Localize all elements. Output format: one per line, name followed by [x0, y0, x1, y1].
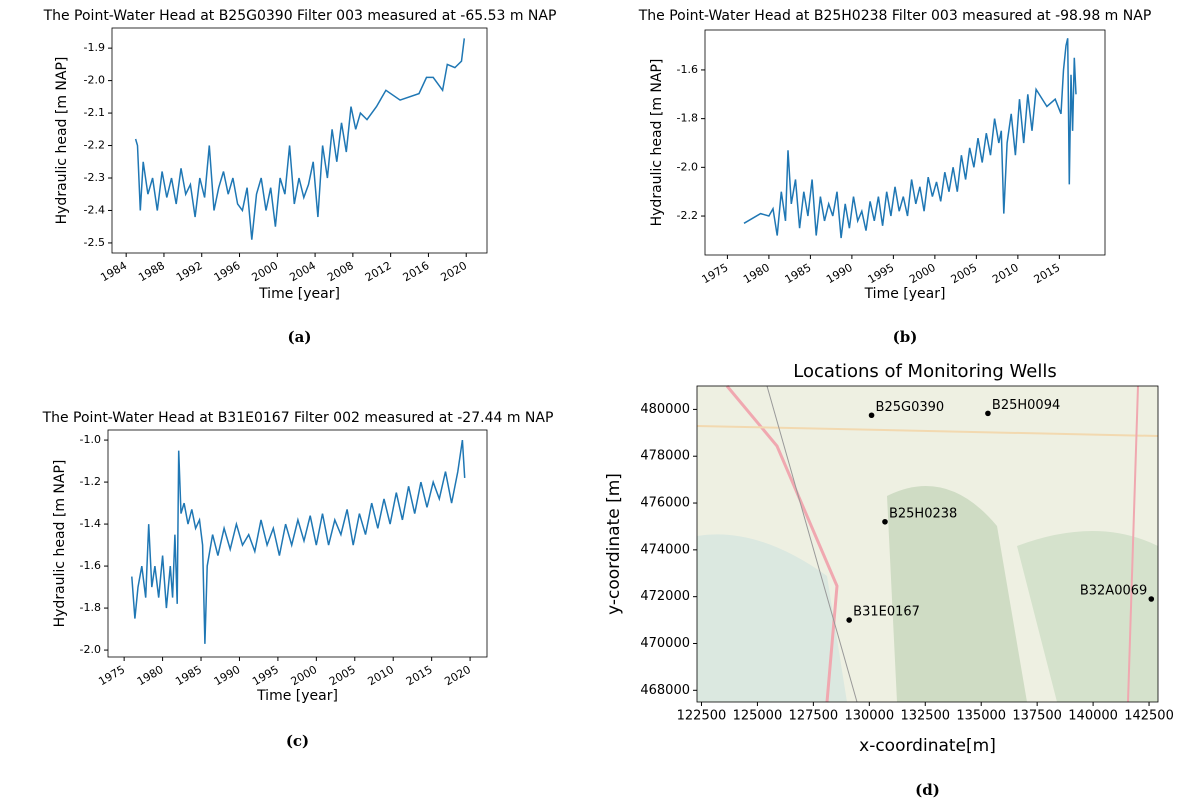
- y-tick-label: -2.0: [84, 74, 105, 87]
- x-tick-label: 2005: [949, 261, 980, 286]
- x-tick-label: 2016: [401, 259, 432, 284]
- y-tick-label: -2.0: [677, 160, 698, 173]
- x-tick-label: 130000: [844, 709, 894, 724]
- caption: (c): [286, 732, 309, 750]
- y-tick-label: -1.0: [80, 433, 101, 446]
- plot-frame: [112, 28, 487, 253]
- map-background: [697, 386, 1158, 702]
- x-tick-label: 2000: [907, 261, 938, 286]
- x-tick-label: 1995: [250, 663, 281, 688]
- x-tick-label: 2010: [365, 663, 396, 688]
- well-point: [985, 411, 991, 417]
- y-tick-label: 470000: [640, 636, 690, 651]
- x-tick-label: 2004: [287, 259, 318, 284]
- well-point: [1148, 596, 1154, 602]
- y-tick-label: -2.2: [677, 209, 698, 222]
- y-tick-label: -2.5: [84, 236, 105, 249]
- x-tick-label: 1985: [173, 663, 204, 688]
- x-axis-label: Time [year]: [864, 286, 946, 302]
- y-tick-label: -2.4: [84, 203, 105, 216]
- x-tick-label: 2020: [438, 259, 469, 284]
- x-tick-label: 1990: [212, 663, 243, 688]
- x-tick-label: 1996: [212, 259, 243, 284]
- y-axis-label: Hydraulic head [m NAP]: [649, 59, 665, 227]
- x-tick-label: 1992: [174, 259, 205, 284]
- x-tick-label: 2012: [363, 259, 394, 284]
- y-tick-label: -1.6: [80, 559, 101, 572]
- data-line: [136, 38, 465, 239]
- x-tick-label: 1995: [866, 261, 897, 286]
- x-tick-label: 1975: [700, 261, 731, 286]
- chart-title: The Point-Water Head at B31E0167 Filter …: [42, 410, 554, 426]
- y-axis-label: y-coordinate [m]: [604, 473, 624, 615]
- x-tick-label: 1985: [783, 261, 814, 286]
- well-point: [869, 412, 875, 418]
- y-axis-label: Hydraulic head [m NAP]: [52, 460, 68, 628]
- x-axis-label: Time [year]: [256, 688, 338, 704]
- x-tick-label: 2015: [1032, 261, 1063, 286]
- x-tick-label: 2005: [327, 663, 358, 688]
- x-tick-label: 2008: [325, 259, 356, 284]
- y-tick-label: -1.8: [80, 601, 101, 614]
- well-point: [846, 617, 852, 623]
- y-tick-label: 472000: [640, 589, 690, 604]
- chart-title: The Point-Water Head at B25G0390 Filter …: [43, 8, 557, 24]
- y-tick-label: -2.2: [84, 139, 105, 152]
- x-tick-label: 2000: [289, 663, 320, 688]
- x-tick-label: 127500: [789, 709, 839, 724]
- well-label: B25H0094: [992, 398, 1060, 413]
- data-line: [744, 38, 1076, 238]
- x-tick-label: 1984: [98, 259, 129, 284]
- plot-frame: [705, 30, 1105, 255]
- y-tick-label: 476000: [640, 496, 690, 511]
- y-tick-label: -1.8: [677, 112, 698, 125]
- y-tick-label: -1.2: [80, 475, 101, 488]
- x-tick-label: 1980: [135, 663, 166, 688]
- caption: (d): [915, 781, 940, 799]
- x-tick-label: 2000: [250, 259, 281, 284]
- plot-frame: [108, 430, 487, 657]
- x-axis-label: Time [year]: [258, 286, 340, 302]
- chart-title: Locations of Monitoring Wells: [793, 361, 1056, 382]
- well-label: B32A0069: [1080, 584, 1147, 599]
- x-tick-label: 2010: [990, 261, 1021, 286]
- x-tick-label: 2020: [442, 663, 473, 688]
- x-tick-label: 132500: [900, 709, 950, 724]
- x-tick-label: 1988: [136, 259, 167, 284]
- caption: (b): [893, 328, 918, 346]
- x-tick-label: 140000: [1068, 709, 1118, 724]
- caption: (a): [288, 328, 312, 346]
- x-axis-label: x-coordinate[m]: [859, 736, 996, 756]
- y-tick-label: 468000: [640, 683, 690, 698]
- x-tick-label: 1990: [824, 261, 855, 286]
- y-tick-label: 474000: [640, 542, 690, 557]
- x-tick-label: 1975: [96, 663, 127, 688]
- figure: The Point-Water Head at B25G0390 Filter …: [0, 0, 1194, 803]
- y-tick-label: -1.6: [677, 63, 698, 76]
- well-label: B25H0238: [889, 506, 957, 521]
- y-tick-label: -2.1: [84, 106, 105, 119]
- x-tick-label: 122500: [677, 709, 727, 724]
- y-tick-label: -1.4: [80, 517, 101, 530]
- data-line: [132, 440, 465, 644]
- well-label: B31E0167: [853, 605, 920, 620]
- y-tick-label: -1.9: [84, 41, 105, 54]
- x-tick-label: 135000: [956, 709, 1006, 724]
- x-tick-label: 1980: [741, 261, 772, 286]
- y-tick-label: 478000: [640, 449, 690, 464]
- y-tick-label: 480000: [640, 402, 690, 417]
- x-tick-label: 2015: [404, 663, 435, 688]
- y-tick-label: -2.3: [84, 171, 105, 184]
- y-tick-label: -2.0: [80, 643, 101, 656]
- well-point: [882, 519, 888, 525]
- chart-title: The Point-Water Head at B25H0238 Filter …: [638, 8, 1152, 24]
- well-label: B25G0390: [876, 400, 945, 415]
- y-axis-label: Hydraulic head [m NAP]: [54, 57, 70, 225]
- x-tick-label: 142500: [1124, 709, 1174, 724]
- x-tick-label: 125000: [733, 709, 783, 724]
- x-tick-label: 137500: [1012, 709, 1062, 724]
